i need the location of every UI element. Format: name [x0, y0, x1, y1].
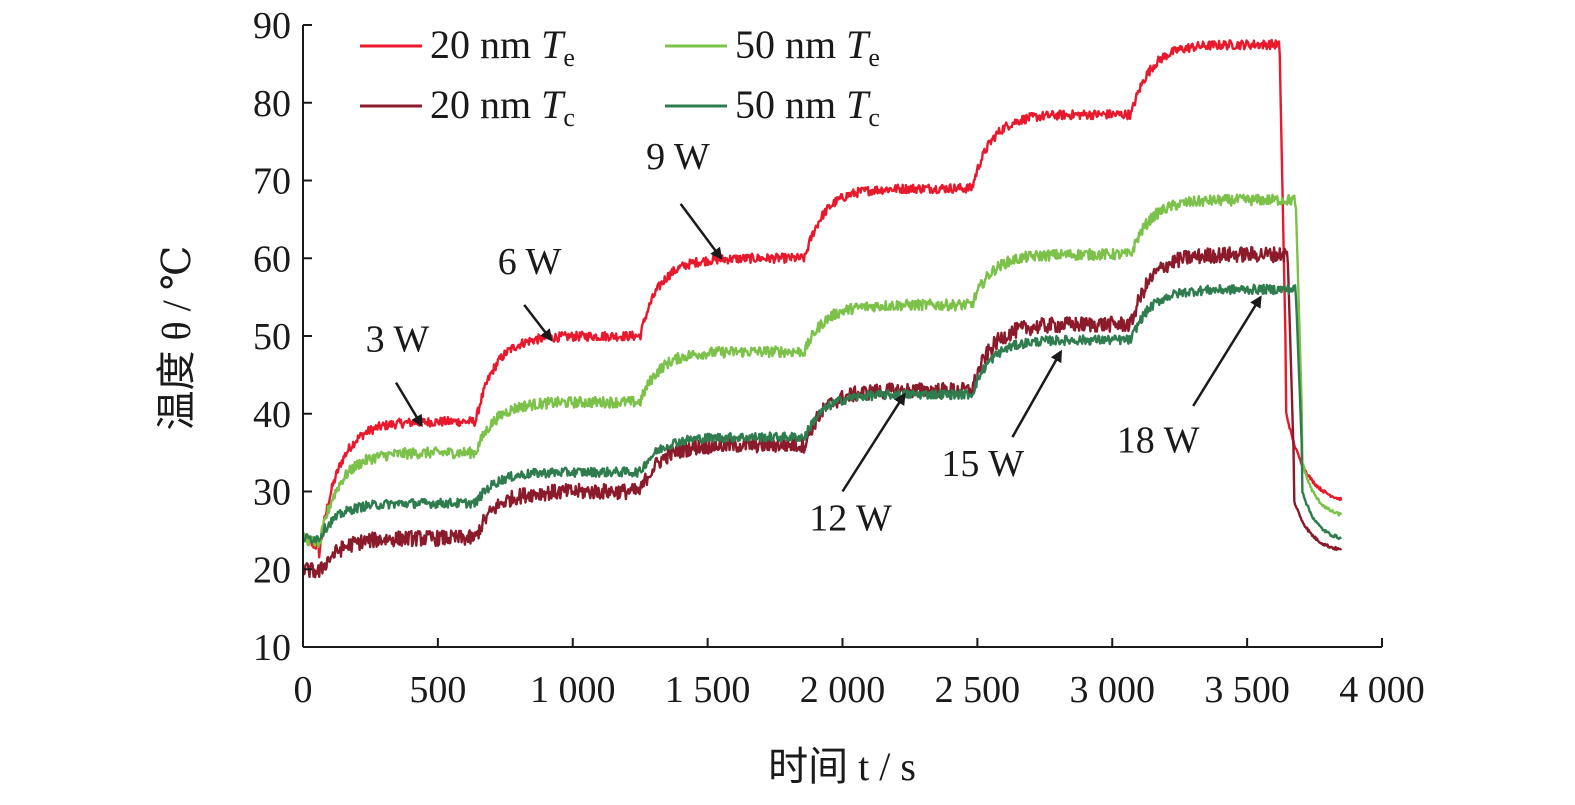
x-tick-label: 4 000: [1339, 669, 1425, 711]
legend-entry: 50 nm Tc: [735, 82, 880, 132]
series-line-2: [302, 193, 1343, 549]
x-tick-label: 2 000: [800, 669, 886, 711]
x-tick-label: 1 500: [665, 669, 751, 711]
y-tick-label: 80: [253, 83, 291, 125]
y-tick-label: 30: [253, 472, 291, 514]
y-tick-label: 60: [253, 238, 291, 280]
annotation-arrow: [1192, 295, 1262, 407]
y-tick-label: 90: [253, 5, 291, 47]
annotation-arrow: [1011, 349, 1063, 438]
legend-entry: 50 nm Te: [735, 22, 880, 72]
series-line-4: [302, 283, 1343, 544]
axes: 10 20 30 40 50 60 70 80 90 0 500 1 000 1 500 2 000 2 …: [253, 5, 1425, 711]
x-axis-title: 时间 t / s: [768, 744, 916, 789]
annotation-arrow: [679, 203, 723, 260]
annotation-arrow: [394, 382, 423, 428]
x-tick-label: 3 500: [1204, 669, 1290, 711]
y-axis-title: 温度 θ / ℃: [154, 245, 199, 430]
x-ticks: 0 500 1 000 1 500 2 000 2 500 3 000 3 500 4 000: [294, 638, 1425, 711]
annotation-label: 12 W: [809, 497, 892, 539]
annotation-label: 18 W: [1117, 420, 1200, 462]
x-tick-label: 0: [294, 669, 313, 711]
y-tick-label: 10: [253, 627, 291, 669]
y-ticks: 10 20 30 40 50 60 70 80 90: [253, 5, 312, 669]
legend: 20 nm Te 50 nm Te 20 nm Tc 50 nm Tc: [360, 22, 880, 132]
annotation-arrow: [523, 304, 553, 342]
series-group: [301, 38, 1343, 579]
y-tick-label: 50: [253, 316, 291, 358]
legend-entry: 20 nm Te: [430, 22, 575, 72]
plot-area: [301, 38, 1343, 579]
y-tick-label: 20: [253, 549, 291, 591]
annotation-label: 15 W: [941, 443, 1024, 485]
annotation-arrow: [841, 392, 906, 493]
annotations: 3 W 6 W 9 W 12 W 15 W 18 W: [366, 136, 1262, 539]
annotation-label: 6 W: [498, 241, 562, 283]
annotation-label: 3 W: [366, 319, 430, 361]
legend-entry: 20 nm Tc: [430, 82, 575, 132]
x-tick-label: 2 500: [935, 669, 1021, 711]
series-line-1: [301, 38, 1343, 559]
x-tick-label: 3 000: [1070, 669, 1156, 711]
annotation-label: 9 W: [646, 136, 710, 178]
y-tick-label: 70: [253, 161, 291, 203]
y-tick-label: 40: [253, 394, 291, 436]
x-tick-label: 500: [409, 669, 466, 711]
x-tick-label: 1 000: [530, 669, 616, 711]
